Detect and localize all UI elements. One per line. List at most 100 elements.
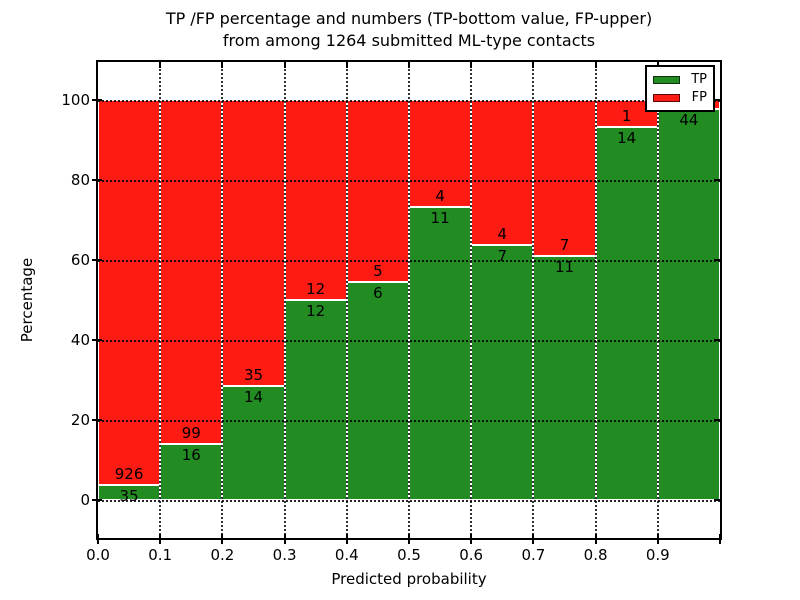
gridline-vertical	[470, 62, 473, 538]
gridline-vertical	[594, 62, 597, 538]
bar-label-tp: 11	[430, 208, 450, 227]
y-tick-label: 100	[61, 91, 90, 109]
y-tick-mark	[92, 179, 102, 181]
legend-label-tp: TP	[691, 72, 707, 87]
bar-label-fp: 926	[114, 465, 144, 484]
bar-segment-fp	[222, 100, 285, 386]
legend-swatch-tp	[653, 75, 680, 84]
x-tick-mark	[221, 534, 224, 544]
x-tick-mark	[408, 534, 410, 544]
x-tick-label: 0.7	[521, 546, 546, 564]
y-tick-mark	[92, 259, 102, 261]
gridline-vertical	[345, 62, 348, 538]
x-tick-mark	[594, 534, 597, 544]
y-tick-mark-right	[714, 339, 720, 341]
x-tick-mark	[97, 534, 99, 544]
x-axis-label: Predicted probability	[331, 570, 487, 588]
bar-label-tp: 11	[554, 257, 575, 276]
bar-label-tp: 6	[373, 283, 383, 302]
bar-label-fp: 5	[373, 261, 383, 280]
bar-label-tp: 12	[306, 302, 326, 320]
legend-row: TP	[653, 72, 707, 87]
x-tick-label: 0.2	[210, 546, 235, 564]
bar-label-fp: 12	[306, 280, 326, 298]
bar-segment-fp	[284, 100, 347, 300]
y-tick-label: 40	[70, 331, 90, 349]
bar-segment-tp	[160, 444, 223, 500]
x-tick-label: 0.1	[148, 546, 173, 564]
x-tick-mark	[532, 534, 535, 544]
bar-label-tp: 14	[243, 387, 264, 406]
y-tick-mark	[92, 499, 102, 501]
x-tick-mark-top	[408, 62, 410, 68]
bar-segment-tp	[533, 255, 596, 500]
y-tick-mark-right	[714, 179, 720, 181]
bar-label-fp: 4	[435, 186, 445, 205]
plot-area: 926359916351412125641147711114144	[96, 60, 722, 540]
legend-swatch-fp	[653, 93, 680, 102]
chart-title-line2: from among 1264 submitted ML-type contac…	[222, 31, 596, 50]
bar-segment-tp	[98, 485, 161, 500]
x-tick-label: 0.0	[86, 546, 110, 564]
chart-title-line1: TP /FP percentage and numbers (TP-bottom…	[165, 9, 653, 28]
gridline-vertical	[221, 62, 224, 538]
bar-label-fp: 1	[621, 106, 632, 125]
x-tick-label: 0.5	[397, 546, 421, 564]
bar-segment-tp	[595, 126, 658, 500]
x-tick-mark-top	[345, 62, 348, 68]
bar-segment-fp	[471, 100, 534, 246]
y-tick-mark-right	[714, 499, 720, 501]
x-tick-mark	[719, 534, 721, 544]
x-tick-label: 0.4	[334, 546, 359, 564]
legend-label-fp: FP	[691, 90, 707, 105]
x-tick-mark	[345, 534, 348, 544]
bar-segment-tp	[222, 385, 285, 500]
x-tick-mark-top	[283, 62, 286, 68]
y-axis-label: Percentage	[18, 257, 36, 343]
x-tick-label: 0.8	[583, 546, 608, 564]
bar-segment-fp	[409, 100, 472, 207]
y-tick-mark	[92, 99, 102, 101]
x-tick-label: 0.3	[272, 546, 297, 564]
bar-segment-tp	[346, 281, 409, 500]
bar-label-tp: 35	[119, 487, 139, 506]
bar-label-fp: 4	[497, 225, 508, 244]
x-tick-mark	[283, 534, 286, 544]
y-tick-label: 60	[70, 251, 90, 269]
y-tick-mark-right	[714, 259, 720, 261]
bar-segment-fp	[533, 100, 596, 256]
x-tick-mark	[159, 534, 162, 544]
x-tick-mark-top	[470, 62, 473, 68]
chart-title: TP /FP percentage and numbers (TP-bottom…	[98, 8, 720, 52]
bar-segment-tp	[657, 108, 720, 500]
y-tick-label: 20	[70, 411, 90, 429]
x-tick-label: 0.9	[645, 546, 670, 564]
x-tick-mark-top	[594, 62, 597, 68]
legend-row: FP	[653, 90, 707, 105]
bar-label-tp: 44	[679, 110, 699, 129]
y-tick-mark	[92, 339, 102, 341]
gridline-vertical	[656, 62, 659, 538]
bar-segment-fp	[98, 100, 161, 486]
y-tick-mark	[92, 419, 102, 421]
x-tick-mark	[656, 534, 659, 544]
gridline-vertical	[159, 62, 162, 538]
gridline-vertical	[283, 62, 286, 538]
bar-label-tp: 7	[497, 247, 508, 266]
bar-segment-tp	[471, 245, 534, 500]
bar-label-fp: 35	[243, 365, 264, 384]
bar-segment-fp	[160, 100, 223, 445]
y-tick-mark-right	[714, 99, 720, 101]
bar-label-tp: 16	[181, 446, 201, 465]
gridline-vertical	[532, 62, 535, 538]
gridline-vertical	[408, 62, 410, 538]
x-tick-label: 0.6	[459, 546, 484, 564]
x-tick-mark	[470, 534, 473, 544]
y-tick-label: 80	[70, 171, 90, 189]
legend: TP FP	[645, 65, 715, 112]
x-tick-mark-top	[532, 62, 535, 68]
y-tick-label: 0	[80, 491, 90, 509]
x-tick-mark-top	[159, 62, 162, 68]
bar-segment-tp	[409, 206, 472, 500]
